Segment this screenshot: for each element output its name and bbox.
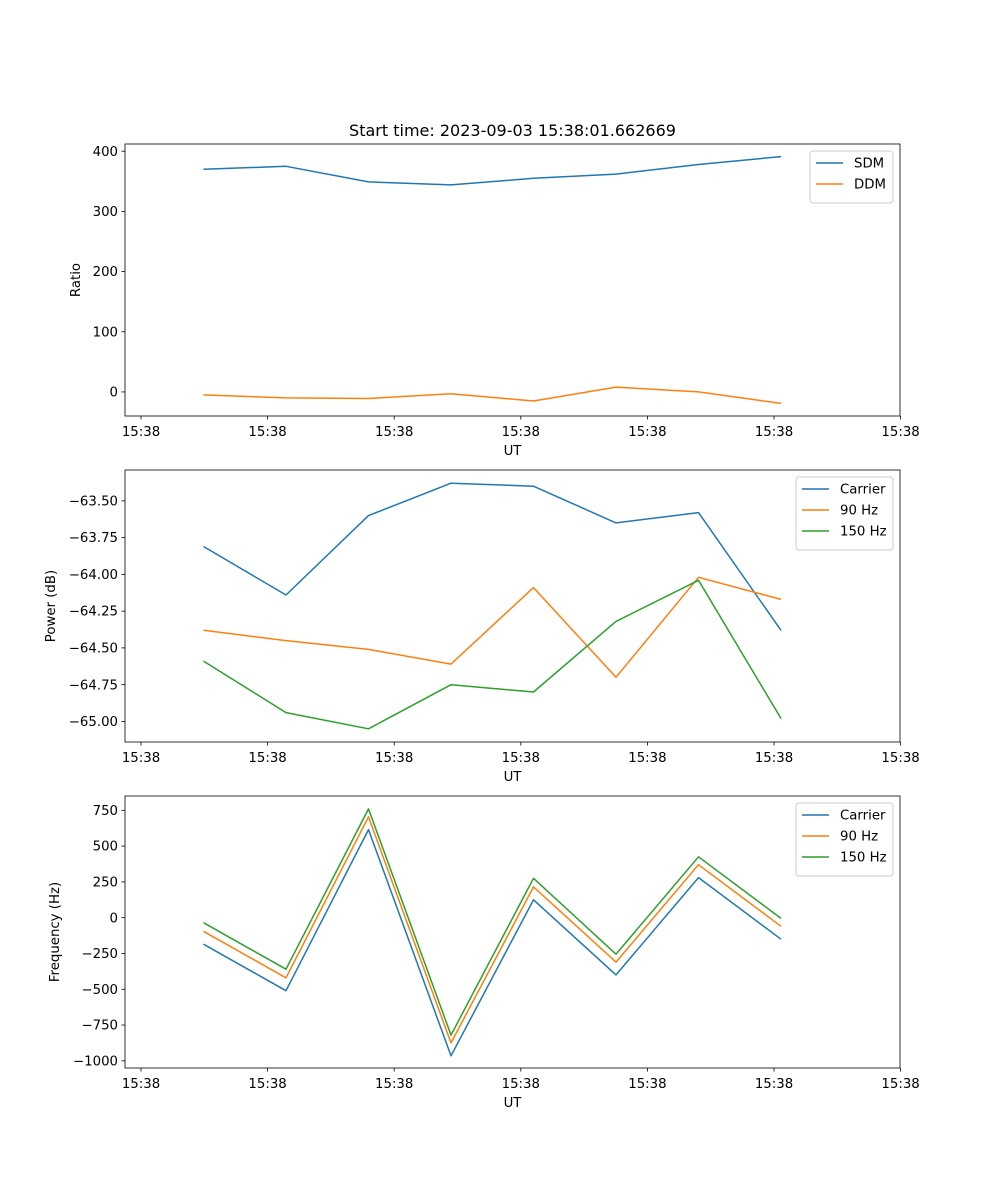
y-tick-label: −250: [81, 947, 118, 962]
x-tick-label: 15:38: [628, 751, 666, 766]
legend-label-sdm: SDM: [854, 157, 884, 172]
y-tick-label: −500: [81, 983, 118, 998]
y-tick-label: −64.75: [69, 678, 118, 693]
x-tick-label: 15:38: [122, 751, 160, 766]
x-tick-label: 15:38: [881, 1077, 919, 1092]
series-line-150-hz: [203, 579, 782, 730]
y-axis-label: Power (dB): [44, 570, 59, 642]
y-axis-label: Ratio: [69, 263, 84, 297]
y-tick-label: 0: [110, 911, 118, 926]
x-tick-label: 15:38: [375, 751, 413, 766]
axes-frame: [124, 143, 901, 417]
y-tick-label: −65.00: [69, 715, 118, 730]
x-axis-label: UT: [504, 1096, 523, 1111]
y-tick-label: 250: [93, 875, 118, 890]
y-tick-label: 0: [110, 386, 118, 401]
x-tick-label: 15:38: [122, 1077, 160, 1092]
y-tick-label: 300: [93, 205, 118, 220]
legend-label-ddm: DDM: [854, 178, 886, 193]
ratio-panel: 15:3815:3815:3815:3815:3815:3815:3815:39…: [69, 143, 920, 459]
figure-title: Start time: 2023-09-03 15:38:01.662669: [349, 121, 676, 140]
legend-label-90-hz: 90 Hz: [840, 830, 878, 845]
series-line-150-hz: [203, 808, 782, 1036]
y-tick-label: 750: [93, 804, 118, 819]
x-tick-label: 15:38: [881, 425, 919, 440]
y-tick-label: 400: [93, 145, 118, 160]
series-line-ddm: [203, 386, 782, 405]
series-line-carrier: [203, 482, 782, 631]
x-tick-label: 15:38: [881, 751, 919, 766]
frequency-panel: 15:3815:3815:3815:3815:3815:3815:3815:39…: [48, 795, 920, 1111]
x-tick-label: 15:38: [248, 751, 286, 766]
x-tick-label: 15:38: [755, 425, 793, 440]
series-line-carrier: [203, 828, 782, 1057]
x-tick-label: 15:38: [248, 1077, 286, 1092]
y-tick-label: −64.00: [69, 568, 118, 583]
x-tick-label: 15:38: [248, 425, 286, 440]
y-tick-label: 500: [93, 840, 118, 855]
legend-box: [809, 150, 894, 204]
x-tick-label: 15:38: [502, 1077, 540, 1092]
series-line-90-hz: [203, 576, 782, 679]
legend-label-90-hz: 90 Hz: [840, 504, 878, 519]
legend-label-150-hz: 150 Hz: [840, 525, 887, 540]
x-tick-label: 15:38: [628, 1077, 666, 1092]
x-axis-label: UT: [504, 444, 523, 459]
x-tick-label: 15:38: [502, 425, 540, 440]
x-tick-label: 15:38: [375, 1077, 413, 1092]
legend-label-carrier: Carrier: [840, 809, 886, 824]
y-tick-label: −63.50: [69, 494, 118, 509]
y-tick-label: −750: [81, 1019, 118, 1034]
legend-label-carrier: Carrier: [840, 483, 886, 498]
axes-frame: [124, 795, 901, 1069]
y-tick-label: 100: [93, 325, 118, 340]
x-tick-label: 15:38: [755, 751, 793, 766]
x-tick-label: 15:38: [375, 425, 413, 440]
y-tick-label: −64.50: [69, 642, 118, 657]
x-tick-label: 15:38: [628, 425, 666, 440]
y-tick-label: −64.25: [69, 605, 118, 620]
x-tick-label: 15:38: [502, 751, 540, 766]
x-tick-label: 15:38: [755, 1077, 793, 1092]
x-axis-label: UT: [504, 770, 523, 785]
series-line-sdm: [203, 155, 782, 186]
y-tick-label: −1000: [73, 1054, 118, 1069]
legend-label-150-hz: 150 Hz: [840, 851, 887, 866]
axes-frame: [124, 469, 901, 743]
y-tick-label: 200: [93, 265, 118, 280]
y-tick-label: −63.75: [69, 531, 118, 546]
y-axis-label: Frequency (Hz): [48, 882, 63, 982]
x-tick-label: 15:38: [122, 425, 160, 440]
series-line-90-hz: [203, 816, 782, 1044]
power-panel: 15:3815:3815:3815:3815:3815:3815:3815:39…: [44, 469, 920, 785]
